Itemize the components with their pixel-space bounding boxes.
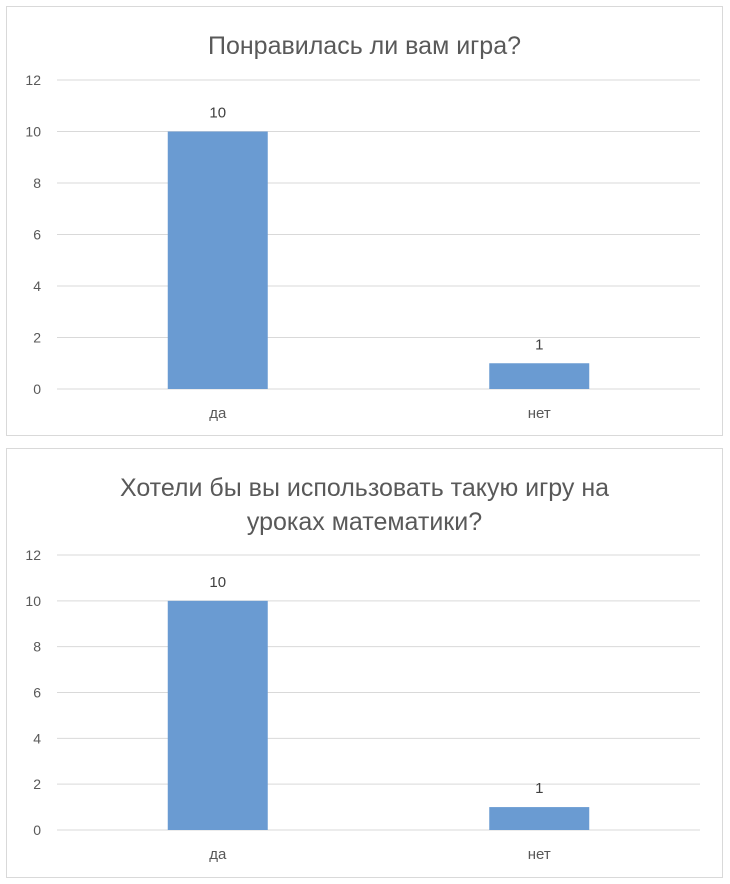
y-tick-label: 12: [25, 547, 41, 563]
y-tick-label: 6: [33, 227, 41, 243]
data-label: 10: [209, 105, 226, 122]
category-label: нет: [528, 846, 551, 863]
y-tick-label: 2: [33, 776, 41, 792]
y-tick-label: 4: [33, 278, 41, 294]
y-tick-label: 8: [33, 175, 41, 191]
bar-1: [489, 807, 590, 830]
data-label: 10: [209, 574, 226, 591]
bar-1: [489, 363, 590, 389]
data-label: 1: [535, 780, 543, 797]
bar-chart-use-in-math: 0 2 4 6 8 10 12 10 да 1 нет: [25, 547, 700, 863]
y-tick-label: 12: [25, 72, 41, 88]
bar-0: [167, 131, 268, 389]
bar-chart-liked-game: 0 2 4 6 8 10 12 10 да 1 нет: [25, 72, 700, 422]
category-label: да: [209, 846, 227, 863]
y-tick-label: 0: [33, 822, 41, 838]
bar-0: [167, 600, 268, 830]
category-label: да: [209, 405, 227, 422]
y-tick-label: 6: [33, 685, 41, 701]
y-tick-label: 0: [33, 381, 41, 397]
y-tick-label: 10: [25, 124, 41, 140]
y-tick-label: 8: [33, 639, 41, 655]
category-label: нет: [528, 405, 551, 422]
chart-title: Хотели бы вы использовать такую игру на …: [119, 474, 610, 536]
chart-panel-use-in-math: Хотели бы вы использовать такую игру на …: [6, 448, 723, 878]
data-label: 1: [535, 336, 543, 353]
y-tick-label: 4: [33, 730, 41, 746]
chart-title: Понравилась ли вам игра?: [207, 32, 522, 60]
chart-panel-liked-game: Понравилась ли вам игра? 0 2 4 6 8 10 12 10 да 1 н…: [6, 6, 723, 436]
y-tick-label: 10: [25, 593, 41, 609]
y-tick-label: 2: [33, 330, 41, 346]
